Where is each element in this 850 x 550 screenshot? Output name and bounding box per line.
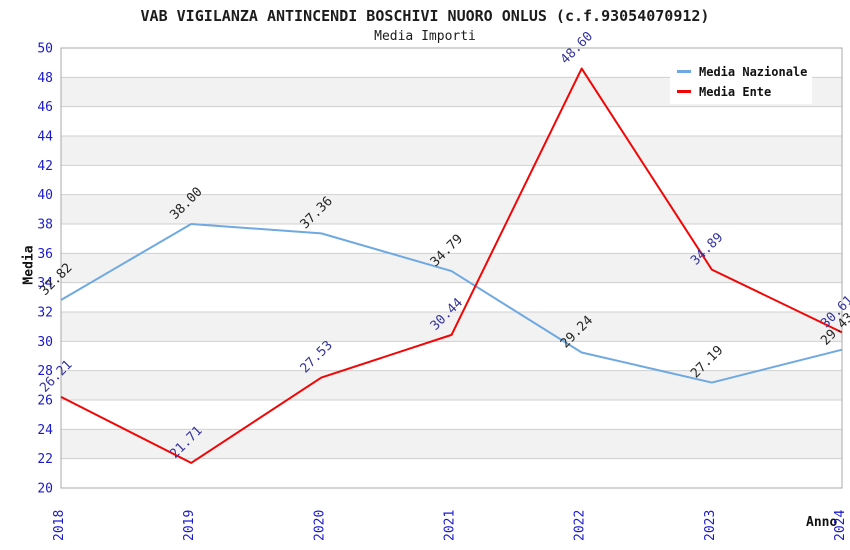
plot-band <box>61 341 842 371</box>
y-tick-label: 22 <box>37 452 53 467</box>
x-tick-label: 2021 <box>443 510 458 541</box>
x-tick-label: 2024 <box>833 510 848 541</box>
plot-band <box>61 370 842 400</box>
chart-title: VAB VIGILANZA ANTINCENDI BOSCHIVI NUORO … <box>140 7 710 25</box>
x-axis-title: Anno <box>806 515 838 530</box>
legend-line-sample-ente-icon <box>677 90 691 93</box>
plot-band <box>61 312 842 342</box>
legend-label-nazionale: Media Nazionale <box>699 64 808 79</box>
y-tick-label: 42 <box>37 159 53 174</box>
y-tick-label: 20 <box>37 482 53 497</box>
y-tick-label: 24 <box>37 423 53 438</box>
plot-band <box>61 106 842 136</box>
y-tick-label: 44 <box>37 130 53 145</box>
y-tick-label: 26 <box>37 394 53 409</box>
plot-band <box>61 282 842 312</box>
x-tick-label: 2023 <box>703 510 718 541</box>
plot-band <box>61 429 842 459</box>
plot-band <box>61 400 842 430</box>
y-tick-label: 40 <box>37 188 53 203</box>
plot-band <box>61 136 842 166</box>
legend-item-media-nazionale: Media Nazionale <box>677 65 812 79</box>
plot-band <box>61 458 842 488</box>
line-media-nazionale <box>60 223 843 384</box>
y-tick-label: 32 <box>37 306 53 321</box>
y-tick-label: 34 <box>37 276 53 291</box>
y-tick-label: 48 <box>37 71 53 86</box>
plot-band <box>61 194 842 224</box>
x-tick-label: 2018 <box>52 510 67 541</box>
legend-line-sample-nazionale-icon <box>677 70 691 73</box>
y-tick-label: 30 <box>37 335 53 350</box>
y-tick-label: 36 <box>37 247 53 262</box>
legend-item-media-ente: Media Ente <box>677 85 812 99</box>
line-media-ente <box>60 67 843 464</box>
y-tick-label: 38 <box>37 218 53 233</box>
y-tick-label: 46 <box>37 100 53 115</box>
legend: Media Nazionale Media Ente <box>670 59 812 104</box>
plot-band <box>61 253 842 283</box>
y-tick-label: 28 <box>37 364 53 379</box>
chart-subtitle: Media Importi <box>374 29 476 44</box>
x-tick-label: 2022 <box>573 510 588 541</box>
plot-band <box>61 224 842 254</box>
y-tick-label: 50 <box>37 42 53 57</box>
legend-label-ente: Media Ente <box>699 84 772 99</box>
x-tick-label: 2019 <box>182 510 197 541</box>
x-tick-label: 2020 <box>312 510 327 541</box>
plot-border <box>60 47 843 489</box>
plot-band <box>61 165 842 195</box>
